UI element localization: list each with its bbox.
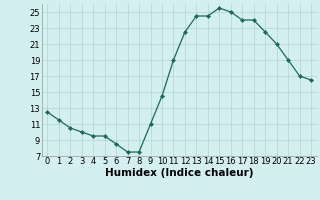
- X-axis label: Humidex (Indice chaleur): Humidex (Indice chaleur): [105, 168, 253, 178]
